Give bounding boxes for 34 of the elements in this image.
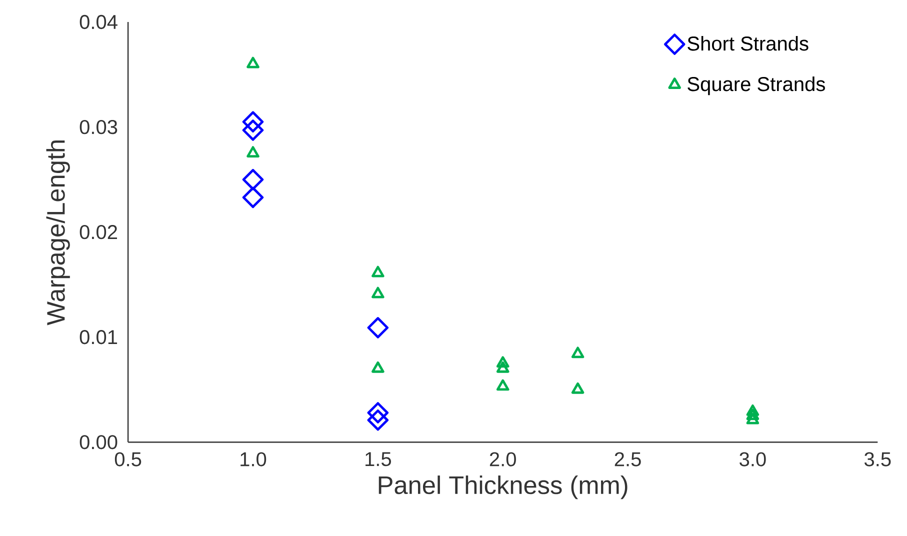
point — [242, 120, 264, 142]
point — [367, 410, 389, 431]
point — [246, 146, 260, 158]
point — [372, 287, 384, 298]
x-tick-label: 1.5 — [366, 452, 391, 466]
point — [372, 362, 384, 374]
point — [496, 356, 510, 368]
point — [372, 266, 384, 278]
y-tick-label: 0.03 — [80, 120, 118, 134]
point — [571, 382, 584, 394]
legend-label: Short Strands — [688, 36, 808, 51]
y-tick-label: 0.04 — [80, 15, 118, 30]
x-tick-label: 3.5 — [864, 452, 891, 467]
point — [496, 380, 510, 391]
point — [246, 57, 260, 68]
legend-label: Square Strands — [688, 76, 825, 96]
y-tick-label: 0.01 — [80, 330, 118, 344]
y-tick-label: 0.00 — [80, 435, 118, 450]
x-axis-title: Panel Thickness (mm) — [378, 476, 628, 500]
point — [367, 317, 389, 339]
y-tick-label: 0.02 — [80, 225, 117, 240]
point — [571, 346, 584, 358]
point — [242, 169, 264, 190]
x-tick-label: 0.5 — [114, 452, 142, 467]
point — [242, 187, 264, 208]
point — [496, 362, 510, 374]
x-tick-label: 3.0 — [740, 452, 766, 467]
point — [242, 111, 264, 133]
x-tick-label: 2.5 — [614, 452, 641, 467]
point — [746, 404, 760, 416]
y-axis-title: Warpage/Length — [46, 140, 70, 326]
x-tick-label: 1.0 — [240, 452, 266, 467]
point — [367, 402, 389, 424]
x-tick-label: 2.0 — [490, 452, 516, 467]
